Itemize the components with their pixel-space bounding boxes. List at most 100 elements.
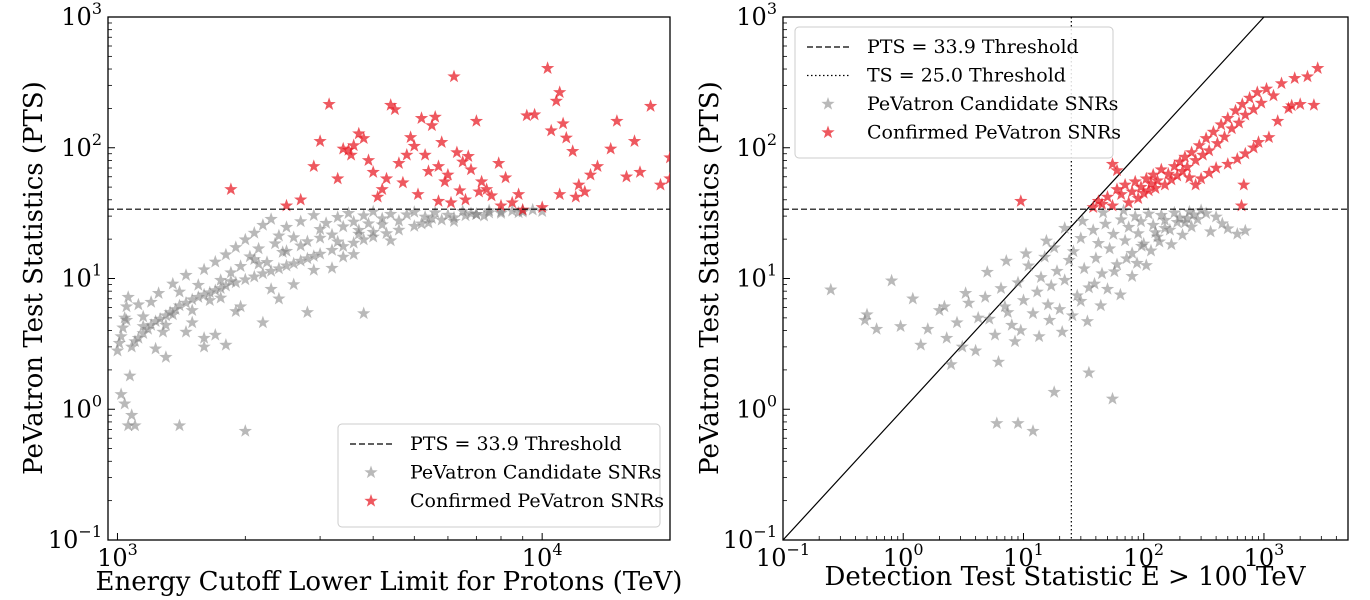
confirmed-snr-point (313, 134, 327, 147)
confirmed-snr-point (331, 171, 345, 185)
candidate-snr-point (1089, 251, 1103, 264)
confirmed-snr-point (464, 162, 478, 176)
candidate-snr-point (893, 319, 908, 333)
candidate-snr-point (148, 341, 163, 355)
candidate-snr-point (114, 387, 128, 401)
right-legend-label: TS = 25.0 Threshold (867, 65, 1066, 87)
right-legend-label: Confirmed PeVatron SNRs (867, 122, 1121, 144)
candidate-snr-point (1058, 221, 1072, 234)
candidate-snr-point (151, 286, 166, 299)
candidate-snr-point (988, 328, 1002, 341)
candidate-snr-point (172, 418, 187, 432)
confirmed-snr-point (411, 187, 425, 201)
candidate-snr-point (1062, 253, 1076, 266)
candidate-snr-point (1044, 278, 1058, 292)
left-y-tick-label: 103 (61, 0, 102, 31)
candidate-snr-point (1042, 313, 1057, 326)
candidate-snr-point (247, 226, 261, 239)
candidate-snr-point (884, 273, 899, 287)
candidate-snr-point (1091, 236, 1106, 249)
candidate-snr-point (336, 219, 350, 233)
confirmed-snr-point (498, 170, 513, 184)
candidate-snr-point (968, 343, 983, 357)
candidate-snr-point (366, 204, 380, 218)
candidate-snr-point (1139, 258, 1153, 272)
candidate-snr-point (166, 276, 180, 290)
confirmed-snr-point (458, 192, 473, 206)
right-legend-box (794, 26, 1114, 159)
candidate-snr-point (1050, 264, 1064, 277)
candidate-snr-point (1095, 266, 1109, 280)
candidate-snr-point (869, 322, 884, 335)
candidate-snr-point (1203, 224, 1218, 238)
right-y-tick-label: 103 (736, 0, 777, 31)
candidate-snr-point (1047, 240, 1061, 254)
left-plot-marks (108, 61, 670, 437)
candidate-snr-point (1019, 246, 1033, 260)
candidate-snr-point (307, 208, 321, 222)
candidate-snr-point (1238, 223, 1252, 237)
candidate-snr-point (300, 305, 315, 319)
confirmed-snr-point (307, 159, 321, 173)
left-legend-label: Confirmed PeVatron SNRs (410, 490, 664, 512)
candidate-snr-point (1086, 223, 1100, 236)
confirmed-snr-point (403, 130, 418, 144)
left-x-axis-label: Energy Cutoff Lower Limit for Protons (T… (96, 567, 683, 597)
right-legend: PTS = 33.9 Threshold TS = 25.0 Threshold P… (794, 26, 1121, 159)
candidate-snr-point (1008, 334, 1022, 348)
confirmed-snr-point (633, 165, 647, 178)
candidate-snr-point (1105, 391, 1120, 405)
candidate-snr-point (1130, 256, 1144, 269)
candidate-snr-point (1113, 287, 1128, 301)
candidate-snr-point (1102, 241, 1117, 255)
candidate-snr-point (994, 281, 1008, 295)
candidate-snr-point (980, 265, 994, 278)
candidate-snr-point (251, 241, 266, 255)
confirmed-snr-point (1262, 130, 1276, 144)
candidate-snr-point (1053, 302, 1067, 316)
candidate-snr-point (1075, 214, 1090, 227)
confirmed-snr-point (492, 156, 506, 169)
right-y-tick-label: 102 (736, 130, 777, 162)
candidate-snr-point (1032, 329, 1046, 343)
right-y-tick-label: 101 (736, 261, 777, 293)
candidate-snr-point (392, 223, 406, 236)
confirmed-snr-point (294, 192, 308, 206)
candidate-snr-point (982, 312, 996, 325)
confirmed-snr-point (450, 145, 464, 159)
confirmed-snr-point (627, 134, 642, 147)
candidate-snr-point (1011, 275, 1025, 289)
left-y-tick-label: 102 (61, 130, 102, 162)
candidate-snr-point (1074, 231, 1088, 244)
confirmed-snr-point (431, 159, 446, 173)
confirmed-snr-point (421, 164, 436, 177)
candidate-snr-point (1047, 385, 1061, 398)
candidate-snr-point (824, 282, 838, 296)
candidate-snr-point (179, 268, 193, 281)
left-y-tick-label: 100 (61, 391, 102, 423)
candidate-snr-point (179, 325, 193, 338)
candidate-snr-point (1100, 282, 1115, 295)
candidate-snr-point (950, 315, 964, 329)
candidate-snr-point (971, 310, 985, 324)
confirmed-snr-point (379, 171, 394, 185)
candidate-snr-point (1030, 284, 1044, 298)
candidate-snr-point (1039, 233, 1054, 247)
candidate-snr-point (233, 259, 248, 272)
confirmed-snr-point (1221, 157, 1235, 170)
left-legend-label: PeVatron Candidate SNRs (410, 462, 661, 484)
confirmed-snr-point (431, 194, 446, 207)
confirmed-snr-point (1300, 69, 1315, 83)
confirmed-snr-point (447, 69, 461, 83)
confirmed-snr-point (1259, 81, 1274, 95)
candidate-snr-point (256, 266, 270, 280)
candidate-snr-point (1082, 365, 1096, 379)
confirmed-snr-point (418, 148, 432, 161)
confirmed-snr-point (569, 190, 583, 203)
confirmed-snr-point (511, 187, 526, 201)
candidate-snr-point (1080, 314, 1095, 328)
right-legend-label: PTS = 33.9 Threshold (867, 36, 1079, 58)
